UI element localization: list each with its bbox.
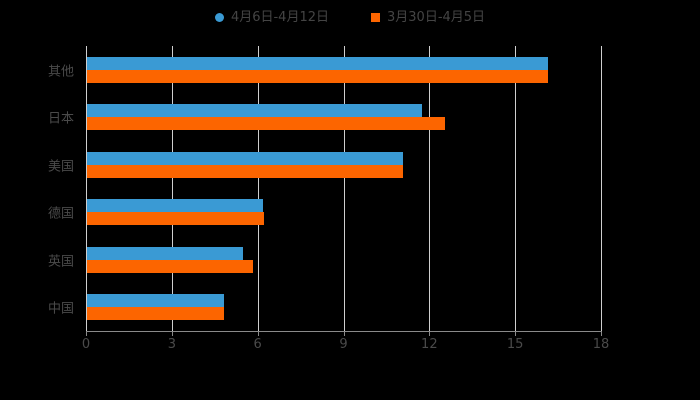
y-axis-labels: 其他日本美国德国英国中国 — [0, 46, 86, 331]
bar-美国-series-1[interactable] — [87, 164, 404, 178]
legend-swatch-square-icon — [371, 12, 380, 22]
legend-label-series-1: 3月30日-4月5日 — [387, 9, 486, 25]
x-tick-label-3: 3 — [167, 337, 176, 352]
bar-英国-series-0[interactable] — [87, 246, 243, 260]
bar-美国-series-0[interactable] — [87, 151, 404, 165]
gridline-x-3 — [171, 46, 173, 331]
x-tick-6 — [257, 331, 259, 336]
chart-legend: 4月6日-4月12日 3月30日-4月5日 — [0, 6, 700, 28]
bar-日本-series-0[interactable] — [87, 104, 422, 118]
x-tick-18 — [601, 331, 602, 336]
x-tick-0 — [86, 331, 87, 336]
bar-日本-series-1[interactable] — [87, 117, 445, 131]
y-axis-label-中国: 中国 — [47, 301, 74, 317]
x-tick-15 — [515, 331, 517, 336]
bar-其他-series-1[interactable] — [87, 69, 548, 83]
legend-swatch-circle-icon — [214, 12, 224, 22]
y-axis-label-日本: 日本 — [47, 111, 74, 127]
x-tick-label-6: 6 — [253, 337, 262, 352]
y-axis-label-其他: 其他 — [47, 64, 74, 80]
gridline-x-15 — [515, 46, 517, 331]
legend-item-series-0[interactable]: 4月6日-4月12日 — [214, 9, 329, 25]
gridline-x-12 — [429, 46, 431, 331]
x-tick-3 — [171, 331, 173, 336]
x-tick-label-9: 9 — [339, 337, 348, 352]
bar-中国-series-0[interactable] — [87, 294, 225, 308]
x-tick-label-15: 15 — [506, 337, 524, 352]
gridline-x-6 — [257, 46, 259, 331]
bar-德国-series-1[interactable] — [87, 212, 265, 226]
y-axis-label-美国: 美国 — [47, 159, 74, 175]
x-tick-label-0: 0 — [81, 337, 91, 352]
bar-中国-series-1[interactable] — [87, 307, 225, 321]
x-tick-label-18: 18 — [592, 337, 610, 352]
x-tick-label-12: 12 — [421, 337, 438, 352]
x-tick-12 — [429, 331, 431, 336]
bar-其他-series-0[interactable] — [87, 56, 548, 70]
gridline-x-0 — [86, 46, 87, 331]
legend-label-series-0: 4月6日-4月12日 — [230, 9, 329, 25]
legend-item-series-1[interactable]: 3月30日-4月5日 — [371, 11, 485, 24]
plot-area — [86, 46, 602, 331]
bar-德国-series-0[interactable] — [87, 199, 263, 213]
x-tick-9 — [343, 331, 345, 336]
bar-英国-series-1[interactable] — [87, 259, 253, 273]
y-axis-label-德国: 德国 — [47, 206, 74, 222]
gridline-x-9 — [343, 46, 345, 331]
y-axis-label-英国: 英国 — [47, 254, 74, 270]
gridline-x-18 — [601, 46, 602, 331]
